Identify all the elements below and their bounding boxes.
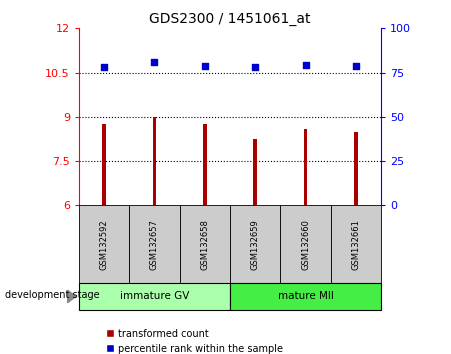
Point xyxy=(101,64,108,69)
Text: GSM132657: GSM132657 xyxy=(150,219,159,270)
Text: mature MII: mature MII xyxy=(278,291,333,302)
Bar xyxy=(79,283,230,310)
Bar xyxy=(102,124,106,205)
Text: GSM132592: GSM132592 xyxy=(100,219,109,270)
Bar xyxy=(203,124,207,205)
Title: GDS2300 / 1451061_at: GDS2300 / 1451061_at xyxy=(149,12,311,26)
Point xyxy=(201,63,208,69)
Bar xyxy=(331,205,381,283)
Bar xyxy=(281,205,331,283)
Text: immature GV: immature GV xyxy=(120,291,189,302)
Legend: transformed count, percentile rank within the sample: transformed count, percentile rank withi… xyxy=(106,329,283,354)
Point xyxy=(252,64,259,70)
Text: GSM132660: GSM132660 xyxy=(301,219,310,270)
Text: GSM132659: GSM132659 xyxy=(251,219,260,270)
Bar xyxy=(179,205,230,283)
Text: GSM132661: GSM132661 xyxy=(351,219,360,270)
Text: GSM132658: GSM132658 xyxy=(200,219,209,270)
Bar xyxy=(230,205,281,283)
Point xyxy=(352,63,359,69)
Bar xyxy=(304,129,307,205)
Point xyxy=(151,59,158,65)
Bar xyxy=(79,205,129,283)
Point xyxy=(302,62,309,68)
Bar xyxy=(354,132,358,205)
Bar xyxy=(230,283,381,310)
Bar xyxy=(153,117,156,205)
Text: development stage: development stage xyxy=(5,290,99,300)
Bar xyxy=(253,139,257,205)
Bar xyxy=(129,205,179,283)
